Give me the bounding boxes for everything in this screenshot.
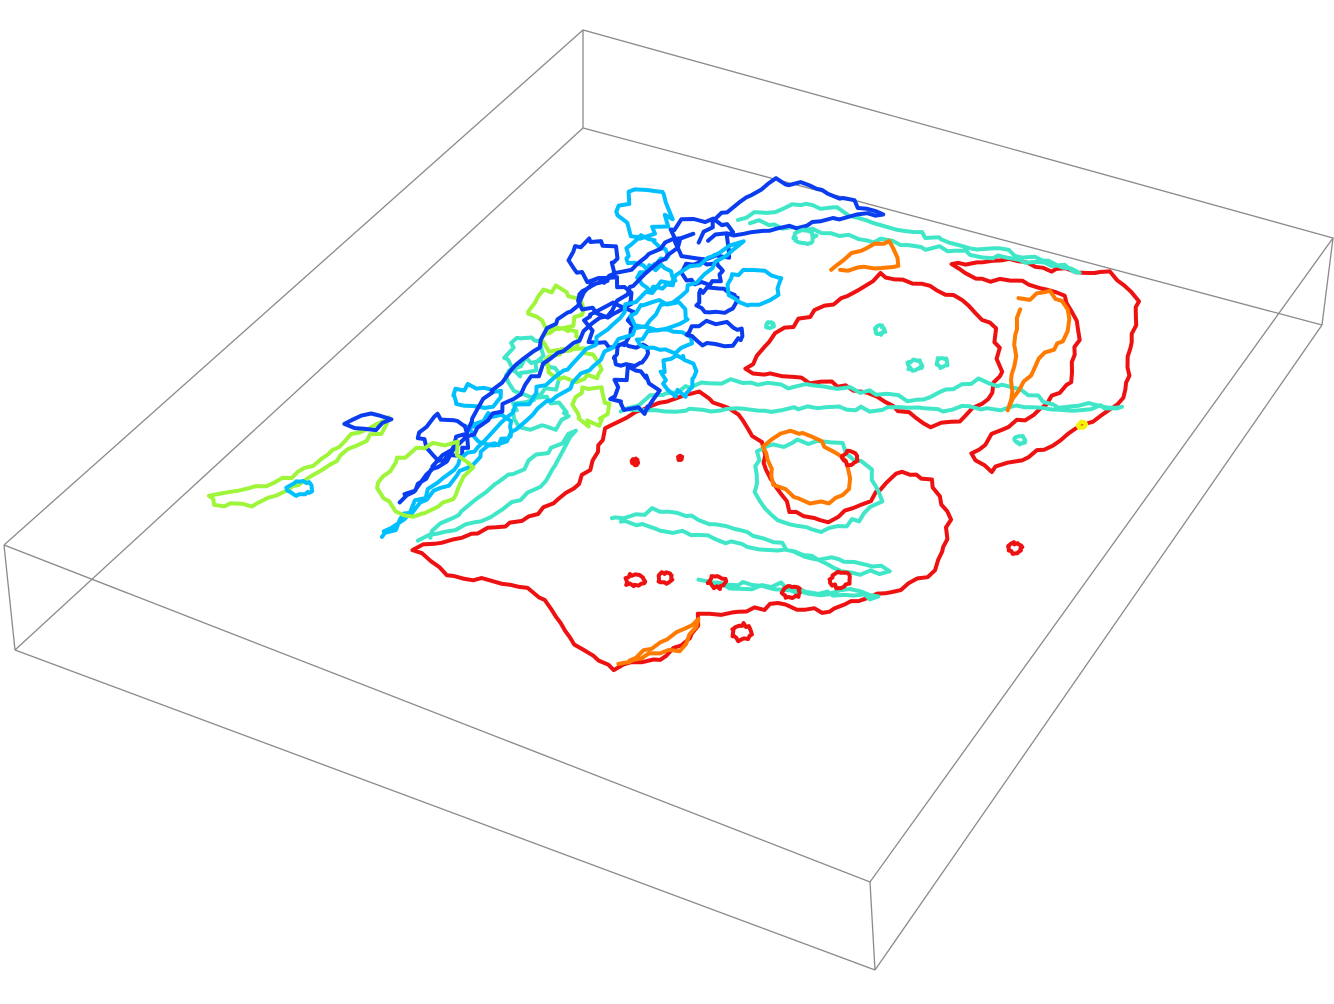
contour-red-island-6 — [1006, 540, 1025, 556]
contour-red-island-9 — [839, 448, 860, 468]
box-vertical-front — [869, 881, 876, 971]
contour-blue-north-rim — [696, 176, 886, 245]
contour-teal-island-4 — [764, 320, 776, 330]
contour-teal-southcentral — [696, 577, 881, 602]
contour-red-island-5 — [779, 584, 802, 600]
contour-nw-loop-17 — [725, 267, 784, 308]
contour-teal-southwest — [415, 428, 578, 543]
contour-green-ridge — [375, 439, 476, 519]
contour-nw-loop-12 — [502, 335, 546, 379]
contour-nw-loop-20 — [635, 262, 678, 294]
box-vertical-left — [3, 544, 16, 651]
contour-nw-loop-25 — [614, 187, 675, 241]
box-top-face — [3, 29, 1334, 883]
contour-teal-island-3 — [873, 323, 888, 337]
contour-teal-north — [735, 201, 1082, 275]
contour-red-island-7 — [629, 456, 641, 468]
contour-nw-loop-5 — [658, 353, 699, 399]
contour-nw-loop-16 — [694, 285, 740, 315]
contour-nw-loop-4 — [608, 364, 662, 416]
contour-teal-island-2 — [934, 356, 950, 370]
contour-orange-central — [760, 428, 853, 506]
contour-nw-loop-6 — [451, 382, 503, 410]
contour-nw-loop-10 — [634, 327, 696, 356]
contour-nw-loop-11 — [684, 318, 745, 349]
contour-cyan-ridge — [380, 239, 746, 539]
contour-nw-loop-3 — [570, 385, 612, 429]
contour-teal-south — [610, 506, 892, 577]
contour-teal-island-0 — [791, 227, 819, 246]
contour-teal-island-1 — [905, 357, 925, 373]
contour-yellow-peak — [1075, 419, 1089, 430]
contour-teal-central — [618, 376, 1124, 414]
box-bottom-front-right — [874, 324, 1323, 971]
contour-nw-loop-19 — [576, 275, 634, 320]
contour-red-island-1 — [656, 570, 675, 586]
bounding-box — [3, 29, 1334, 971]
contour-teal-loop-east — [752, 437, 885, 534]
contour-red-island-3 — [730, 621, 754, 644]
contour-cyan-west-loop — [284, 478, 315, 498]
box-bottom-front-left — [14, 649, 876, 971]
contour-blue-west-tip — [342, 411, 394, 433]
contour-lines — [206, 176, 1141, 673]
contour-orange-north — [829, 238, 901, 273]
contour-teal-island-5 — [1012, 434, 1028, 447]
box-vertical-right — [1321, 237, 1334, 326]
contour-red-island-0 — [623, 572, 648, 589]
contour-green-west-tail — [206, 415, 391, 509]
contour-red-island-8 — [676, 453, 685, 462]
contour-orange-basin-edge — [616, 616, 701, 666]
contour-blue-ridge — [397, 231, 696, 505]
contour-nw-loop-18 — [526, 283, 586, 332]
contour-orange-east — [1005, 288, 1072, 413]
contour-red-island-4 — [827, 569, 852, 591]
contour-red-basin-south — [410, 389, 954, 673]
contour-red-island-2 — [705, 574, 729, 591]
